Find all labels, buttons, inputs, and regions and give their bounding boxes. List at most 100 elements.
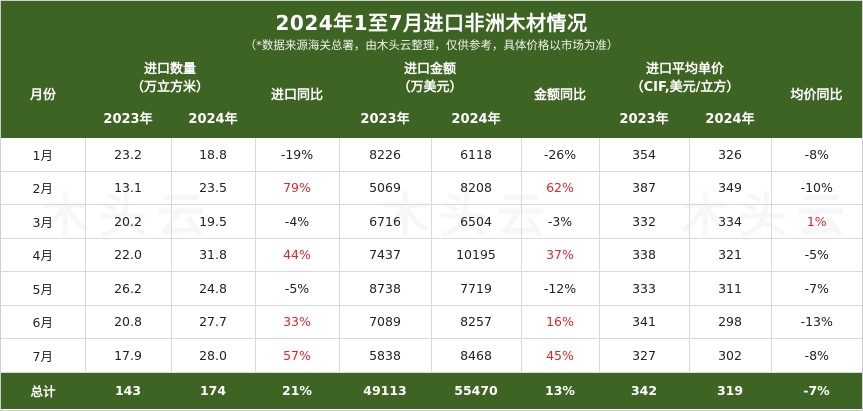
cell-price-yoy: 1% — [771, 204, 862, 239]
header-volume: 进口数量 （万立方米） — [130, 62, 209, 95]
cell-total-price-2023: 342 — [599, 372, 689, 409]
cell-amount-2023: 5069 — [339, 171, 432, 205]
table-row: 4月 22.0 31.8 44% 7437 10195 37% 338 321 … — [1, 238, 862, 272]
header-price-yoy: 均价同比 — [790, 88, 843, 103]
cell-amount-2024: 7719 — [431, 271, 522, 306]
header-volume-yoy: 进口同比 — [270, 88, 323, 103]
table-row: 6月 20.8 27.7 33% 7089 8257 16% 341 298 -… — [1, 305, 862, 339]
cell-volume-yoy: -5% — [255, 271, 340, 306]
header-volume-2023: 2023年 — [103, 112, 153, 127]
cell-price-2024: 311 — [689, 271, 772, 306]
cell-price-2023: 332 — [599, 204, 690, 239]
header-price-2024: 2024年 — [705, 112, 755, 127]
data-table: 1月 23.2 18.8 -19% 8226 6118 -26% 354 326… — [1, 138, 862, 409]
cell-volume-2024: 31.8 — [171, 238, 256, 272]
cell-price-yoy: -10% — [771, 171, 862, 205]
table-body: 1月 23.2 18.8 -19% 8226 6118 -26% 354 326… — [1, 138, 862, 409]
cell-volume-yoy: 33% — [255, 305, 340, 339]
header-amount: 进口金额 （万美元） — [397, 62, 463, 95]
header-amount-2023: 2023年 — [360, 112, 410, 127]
cell-volume-yoy: -4% — [255, 204, 340, 239]
cell-volume-2024: 23.5 — [171, 171, 256, 205]
header-price-2023: 2023年 — [619, 112, 669, 127]
cell-amount-2023: 6716 — [339, 204, 432, 239]
cell-amount-yoy: 37% — [521, 238, 600, 272]
cell-amount-2023: 7089 — [339, 305, 432, 339]
cell-price-2024: 298 — [689, 305, 772, 339]
cell-price-2024: 321 — [689, 238, 772, 272]
cell-amount-2023: 8226 — [339, 138, 432, 172]
cell-amount-yoy: -3% — [521, 204, 600, 239]
table-row: 7月 17.9 28.0 57% 5838 8468 45% 327 302 -… — [1, 338, 862, 373]
cell-volume-2023: 20.2 — [85, 204, 172, 239]
cell-price-2024: 349 — [689, 171, 772, 205]
header-amount-2024: 2024年 — [451, 112, 501, 127]
cell-amount-2023: 5838 — [339, 338, 432, 373]
header-month: 月份 — [29, 88, 56, 103]
cell-amount-2024: 6118 — [431, 138, 522, 172]
cell-volume-2024: 19.5 — [171, 204, 256, 239]
cell-total-volume-yoy: 21% — [255, 372, 339, 409]
cell-volume-yoy: 57% — [255, 338, 340, 373]
total-row: 总计 143 174 21% 49113 55470 13% 342 319 -… — [1, 372, 862, 409]
cell-amount-yoy: 16% — [521, 305, 600, 339]
cell-amount-yoy: 45% — [521, 338, 600, 373]
cell-volume-yoy: 79% — [255, 171, 340, 205]
cell-volume-2023: 26.2 — [85, 271, 172, 306]
cell-amount-yoy: -26% — [521, 138, 600, 172]
cell-volume-2023: 17.9 — [85, 338, 172, 373]
cell-amount-2024: 8208 — [431, 171, 522, 205]
cell-volume-yoy: 44% — [255, 238, 340, 272]
cell-month: 2月 — [1, 171, 86, 205]
cell-price-2024: 302 — [689, 338, 772, 373]
cell-price-2023: 333 — [599, 271, 690, 306]
cell-amount-2024: 10195 — [431, 238, 522, 272]
cell-price-2023: 338 — [599, 238, 690, 272]
cell-month: 7月 — [1, 338, 86, 373]
cell-volume-2023: 23.2 — [85, 138, 172, 172]
cell-month: 6月 — [1, 305, 86, 339]
cell-price-2024: 334 — [689, 204, 772, 239]
cell-total-label: 总计 — [1, 372, 85, 409]
cell-price-yoy: -8% — [771, 338, 862, 373]
cell-amount-2024: 8257 — [431, 305, 522, 339]
cell-volume-2023: 13.1 — [85, 171, 172, 205]
cell-price-yoy: -8% — [771, 138, 862, 172]
cell-month: 1月 — [1, 138, 86, 172]
cell-price-2023: 354 — [599, 138, 690, 172]
table-row: 3月 20.2 19.5 -4% 6716 6504 -3% 332 334 1… — [1, 204, 862, 239]
cell-total-amount-2023: 49113 — [339, 372, 431, 409]
data-source-note: （*数据来源海关总署，由木头云整理，仅供参考，具体价格以市场为准） — [244, 38, 619, 52]
cell-price-yoy: -13% — [771, 305, 862, 339]
table-row: 5月 26.2 24.8 -5% 8738 7719 -12% 333 311 … — [1, 271, 862, 306]
cell-amount-yoy: -12% — [521, 271, 600, 306]
header-volume-2024: 2024年 — [188, 112, 238, 127]
cell-volume-2024: 24.8 — [171, 271, 256, 306]
cell-price-2023: 327 — [599, 338, 690, 373]
cell-amount-2023: 8738 — [339, 271, 432, 306]
cell-price-2024: 326 — [689, 138, 772, 172]
cell-month: 3月 — [1, 204, 86, 239]
header-amount-yoy: 金额同比 — [533, 88, 586, 103]
cell-price-yoy: -5% — [771, 238, 862, 272]
cell-total-price-yoy: -7% — [771, 372, 862, 409]
table-row: 1月 23.2 18.8 -19% 8226 6118 -26% 354 326… — [1, 138, 862, 172]
cell-amount-2023: 7437 — [339, 238, 432, 272]
cell-total-volume-2023: 143 — [85, 372, 171, 409]
cell-amount-2024: 8468 — [431, 338, 522, 373]
cell-price-2023: 387 — [599, 171, 690, 205]
table-header: 2024年1至7月进口非洲木材情况 （*数据来源海关总署，由木头云整理，仅供参考… — [1, 1, 862, 138]
cell-price-2023: 341 — [599, 305, 690, 339]
cell-volume-2023: 20.8 — [85, 305, 172, 339]
cell-volume-2023: 22.0 — [85, 238, 172, 272]
cell-volume-2024: 18.8 — [171, 138, 256, 172]
table-row: 2月 13.1 23.5 79% 5069 8208 62% 387 349 -… — [1, 171, 862, 205]
cell-amount-yoy: 62% — [521, 171, 600, 205]
cell-month: 5月 — [1, 271, 86, 306]
cell-total-amount-2024: 55470 — [431, 372, 521, 409]
cell-volume-2024: 27.7 — [171, 305, 256, 339]
cell-month: 4月 — [1, 238, 86, 272]
cell-total-amount-yoy: 13% — [521, 372, 599, 409]
cell-volume-yoy: -19% — [255, 138, 340, 172]
